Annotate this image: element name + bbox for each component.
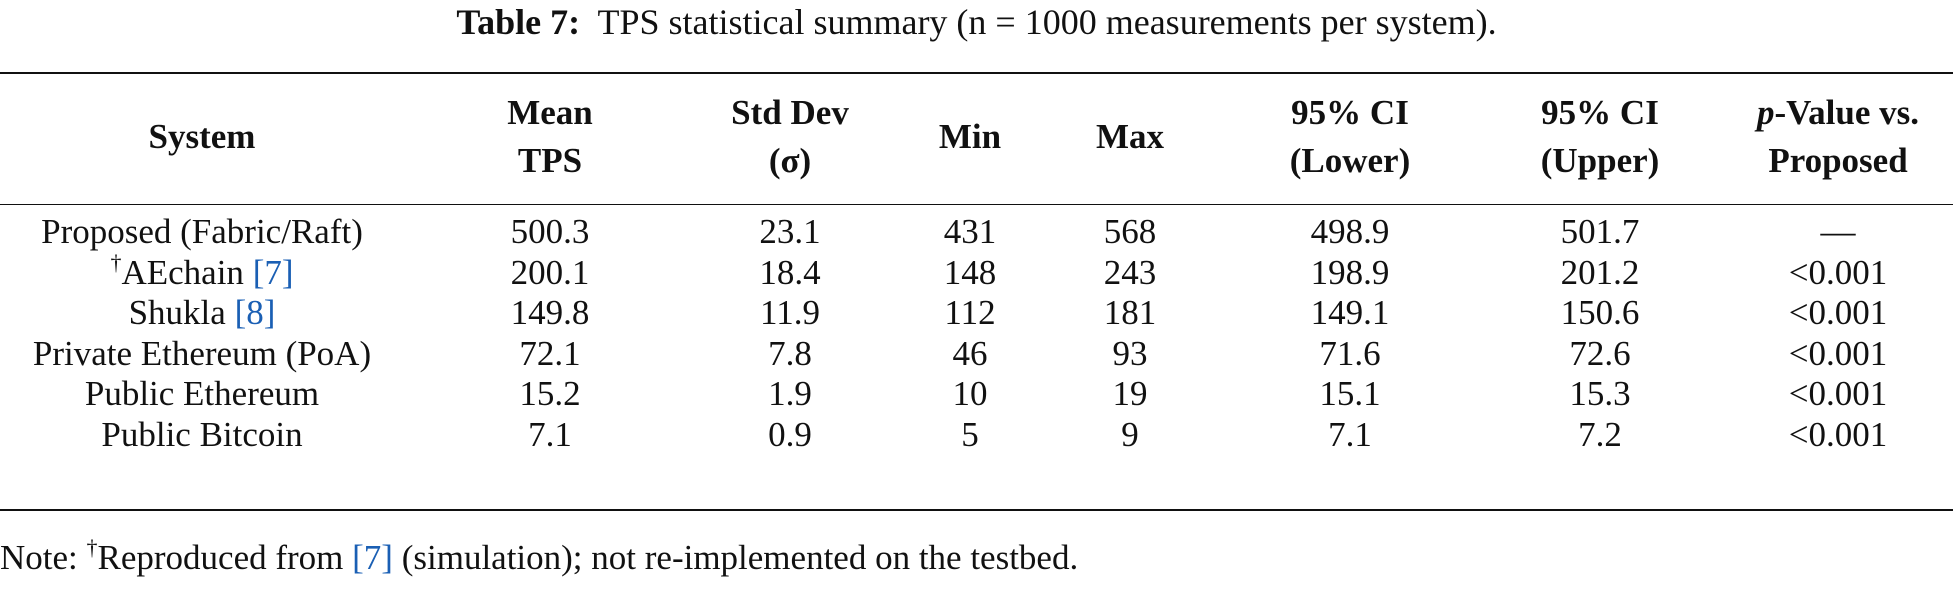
header-mean-line2: TPS xyxy=(517,141,583,180)
cell-system: Public Bitcoin xyxy=(0,410,404,460)
table-bottom-rule xyxy=(0,509,1953,511)
header-min: Min xyxy=(938,117,1002,156)
cell-ci-lower: 15.1 xyxy=(1319,374,1381,413)
header-system: System xyxy=(148,117,256,156)
table-caption-text: TPS statistical summary (n = 1000 measur… xyxy=(597,2,1497,42)
cell-mean-tps: 149.8 xyxy=(510,293,590,332)
cell-ci-upper: 150.6 xyxy=(1560,293,1640,332)
system-name: Shukla xyxy=(128,293,235,332)
cell-max: 243 xyxy=(1103,252,1157,292)
note-text-before: Reproduced from xyxy=(97,538,353,577)
header-std-line2: (σ) xyxy=(768,141,812,180)
table-caption: Table 7: TPS statistical summary (n = 10… xyxy=(0,0,1953,44)
system-name: Public Ethereum xyxy=(84,374,320,413)
cell-mean-tps: 200.1 xyxy=(510,252,590,292)
cell-max: 9 xyxy=(1121,414,1139,454)
cell-system: Private Ethereum (PoA) xyxy=(0,329,404,379)
cell-mean-tps: 7.1 xyxy=(528,414,572,454)
cell-min: 148 xyxy=(943,252,997,292)
header-ci-lower: 95% CI (Lower) xyxy=(1230,89,1470,185)
cell-ci-lower: 498.9 xyxy=(1310,212,1390,251)
cell-min: 5 xyxy=(961,414,979,454)
cell-std-dev: 23.1 xyxy=(759,212,821,251)
header-p-value-text: -Value vs. xyxy=(1774,93,1920,132)
cell-std-dev: 0.9 xyxy=(768,414,812,454)
cell-ci-upper: 7.2 xyxy=(1578,414,1622,454)
cell-std-dev: 11.9 xyxy=(760,293,820,332)
cell-p-value: <0.001 xyxy=(1788,333,1888,373)
table-top-rule xyxy=(0,72,1953,74)
cell-min: 112 xyxy=(944,293,996,332)
cell-max: 19 xyxy=(1112,374,1148,413)
header-p-value-line1: p-Value vs. xyxy=(1723,89,1953,137)
header-p-value: p-Value vs. Proposed xyxy=(1723,89,1953,185)
dagger-mark: † xyxy=(110,249,122,275)
cell-p-value: — xyxy=(1820,212,1856,251)
cell-std-dev: 18.4 xyxy=(759,252,821,292)
note-text-after: (simulation); not re-implemented on the … xyxy=(392,538,1079,577)
cell-ci-lower: 149.1 xyxy=(1310,293,1390,332)
system-name: Public Bitcoin xyxy=(101,414,303,454)
cell-min: 10 xyxy=(952,374,988,413)
system-reference-link[interactable]: [7] xyxy=(252,252,294,292)
table-caption-label: Table 7: xyxy=(456,2,581,42)
cell-p-value: <0.001 xyxy=(1788,293,1888,332)
header-ci-lower-line1: 95% CI xyxy=(1291,93,1409,132)
cell-min: 431 xyxy=(943,212,997,251)
system-name: Proposed (Fabric/Raft) xyxy=(41,212,363,251)
header-p-italic: p xyxy=(1756,93,1775,132)
table-header-rule xyxy=(0,204,1953,205)
table-header-row: System Mean TPS Std Dev (σ) Min Max 95% … xyxy=(0,89,1953,193)
header-ci-upper-line2: (Upper) xyxy=(1540,141,1660,180)
cell-p-value: <0.001 xyxy=(1788,374,1888,413)
cell-ci-lower: 71.6 xyxy=(1319,333,1381,373)
cell-system: †AEchain [7] xyxy=(0,248,404,298)
header-ci-upper-line1: 95% CI xyxy=(1541,93,1659,132)
cell-system: Shukla [8] xyxy=(0,288,404,338)
cell-max: 181 xyxy=(1103,293,1157,332)
system-reference-link[interactable]: [8] xyxy=(234,293,276,332)
cell-system: Proposed (Fabric/Raft) xyxy=(0,207,404,257)
cell-std-dev: 1.9 xyxy=(768,374,812,413)
cell-system: Public Ethereum xyxy=(0,369,404,419)
header-p-value-line2: Proposed xyxy=(1768,141,1908,180)
cell-ci-upper: 72.6 xyxy=(1569,333,1631,373)
cell-p-value: <0.001 xyxy=(1788,414,1888,454)
system-name: AEchain xyxy=(121,252,253,292)
header-std-line1: Std Dev xyxy=(731,93,849,132)
header-max: Max xyxy=(1095,117,1165,156)
cell-ci-lower: 198.9 xyxy=(1310,252,1390,292)
cell-ci-upper: 201.2 xyxy=(1560,252,1640,292)
cell-ci-lower: 7.1 xyxy=(1328,414,1372,454)
header-std-dev: Std Dev (σ) xyxy=(680,89,900,185)
note-prefix: Note: xyxy=(0,538,87,577)
header-ci-lower-line2: (Lower) xyxy=(1289,141,1411,180)
cell-ci-upper: 501.7 xyxy=(1560,212,1640,251)
system-name: Private Ethereum (PoA) xyxy=(32,333,372,373)
note-dagger: † xyxy=(86,535,98,560)
cell-std-dev: 7.8 xyxy=(768,333,812,373)
table-note: Note: †Reproduced from [7] (simulation);… xyxy=(0,536,1078,580)
header-mean-line1: Mean xyxy=(507,93,593,132)
cell-ci-upper: 15.3 xyxy=(1569,374,1631,413)
header-mean-tps: Mean TPS xyxy=(470,89,630,185)
note-reference-link[interactable]: [7] xyxy=(352,538,393,577)
cell-p-value: <0.001 xyxy=(1788,252,1888,292)
header-ci-upper: 95% CI (Upper) xyxy=(1480,89,1720,185)
cell-min: 46 xyxy=(952,333,988,373)
cell-mean-tps: 72.1 xyxy=(519,333,581,373)
cell-mean-tps: 500.3 xyxy=(510,212,590,251)
cell-max: 568 xyxy=(1103,212,1157,251)
cell-mean-tps: 15.2 xyxy=(519,374,581,413)
cell-max: 93 xyxy=(1112,333,1148,373)
